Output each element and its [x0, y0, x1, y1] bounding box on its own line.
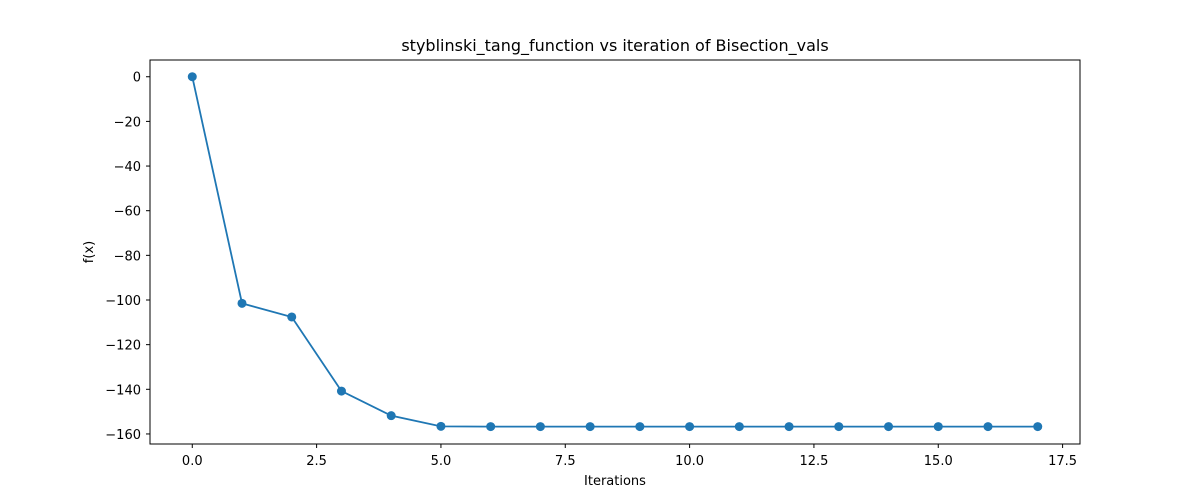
data-point: [834, 422, 844, 432]
y-tick-label: −100: [105, 294, 141, 309]
data-point: [187, 72, 197, 82]
y-tick-label: −120: [105, 339, 141, 354]
x-axis-title: Iterations: [584, 474, 646, 489]
y-tick-label: −60: [114, 205, 141, 220]
y-tick-label: −140: [105, 383, 141, 398]
data-point: [535, 422, 545, 432]
data-point: [486, 422, 496, 432]
data-point: [884, 422, 894, 432]
data-point: [983, 422, 993, 432]
data-point: [436, 421, 446, 431]
y-axis-title: f(x): [82, 241, 97, 263]
data-point: [237, 298, 247, 308]
data-point: [933, 422, 943, 432]
y-tick-label: −80: [114, 249, 141, 264]
x-tick-label: 10.0: [675, 454, 704, 469]
y-axis: 0 −20 −40 −60 −80 −100 −120 −140 −160: [105, 71, 150, 443]
y-tick-label: −20: [114, 115, 141, 130]
x-tick-label: 2.5: [306, 454, 327, 469]
chart-title: styblinski_tang_function vs iteration of…: [401, 36, 828, 56]
data-point: [386, 411, 396, 421]
data-point: [734, 422, 744, 432]
x-tick-label: 0.0: [182, 454, 203, 469]
data-point: [784, 422, 794, 432]
series-line: [191, 76, 1038, 428]
data-point: [287, 312, 297, 322]
data-point: [685, 422, 695, 432]
y-tick-label: −40: [114, 160, 141, 175]
y-tick-label: 0: [133, 71, 141, 86]
axes-frame: [149, 59, 1081, 445]
data-point: [585, 422, 595, 432]
x-axis: 0.0 2.5 5.0 7.5 10.0 12.5 15.0 17.5: [182, 444, 1077, 469]
x-tick-label: 15.0: [924, 454, 953, 469]
x-tick-label: 17.5: [1048, 454, 1077, 469]
x-tick-label: 5.0: [431, 454, 452, 469]
data-point: [1033, 422, 1043, 432]
data-point: [336, 386, 346, 396]
x-tick-label: 7.5: [555, 454, 576, 469]
x-tick-label: 12.5: [799, 454, 828, 469]
plot-area: [187, 72, 1043, 432]
y-tick-label: −160: [105, 428, 141, 443]
data-point: [635, 422, 645, 432]
